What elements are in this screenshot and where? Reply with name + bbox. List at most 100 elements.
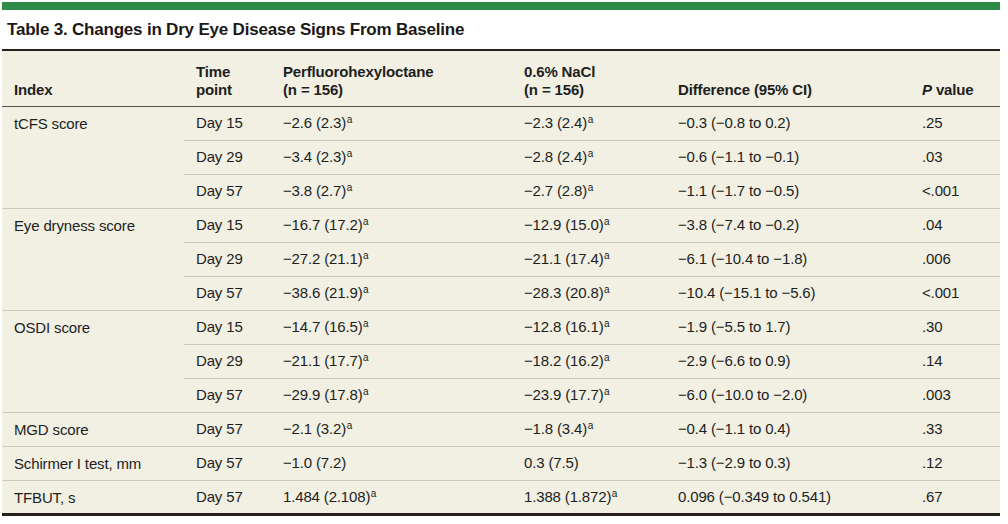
nacl-cell: −18.2 (16.2)a bbox=[512, 344, 666, 378]
diff-cell: −6.1 (−10.4 to −1.8) bbox=[666, 242, 910, 276]
index-cell: OSDI score bbox=[2, 310, 184, 412]
footnote-marker: a bbox=[604, 216, 609, 227]
index-cell: Schirmer I test, mm bbox=[2, 446, 184, 480]
time-cell: Day 29 bbox=[184, 344, 271, 378]
time-cell: Day 15 bbox=[184, 106, 271, 140]
footnote-marker: a bbox=[604, 284, 609, 295]
p-cell: .006 bbox=[910, 242, 1000, 276]
index-cell: tCFS score bbox=[2, 106, 184, 208]
footnote-marker: a bbox=[588, 420, 593, 431]
footnote-marker: a bbox=[347, 114, 352, 125]
index-cell: Eye dryness score bbox=[2, 208, 184, 310]
footnote-marker: a bbox=[347, 182, 352, 193]
p-cell: .12 bbox=[910, 446, 1000, 480]
pfh-cell: −2.1 (3.2)a bbox=[271, 412, 512, 446]
header-row: Index Time point Perfluorohexyloctane (n… bbox=[2, 50, 1000, 106]
footnote-marker: a bbox=[588, 114, 593, 125]
header-p-value: P value bbox=[910, 50, 1000, 106]
index-cell: MGD score bbox=[2, 412, 184, 446]
footnote-marker: a bbox=[604, 352, 609, 363]
diff-cell: −2.9 (−6.6 to 0.9) bbox=[666, 344, 910, 378]
diff-cell: −10.4 (−15.1 to −5.6) bbox=[666, 276, 910, 310]
p-cell: .67 bbox=[910, 480, 1000, 514]
header-line: 0.6% NaCl bbox=[524, 63, 664, 81]
nacl-cell: −1.8 (3.4)a bbox=[512, 412, 666, 446]
table-row: TFBUT, sDay 571.484 (2.108)a1.388 (1.872… bbox=[2, 480, 1000, 514]
diff-cell: −0.6 (−1.1 to −0.1) bbox=[666, 140, 910, 174]
table-row: Eye dryness scoreDay 15−16.7 (17.2)a−12.… bbox=[2, 208, 1000, 242]
diff-cell: −0.4 (−1.1 to 0.4) bbox=[666, 412, 910, 446]
pfh-cell: 1.484 (2.108)a bbox=[271, 480, 512, 514]
footnote-marker: a bbox=[347, 148, 352, 159]
pfh-cell: −16.7 (17.2)a bbox=[271, 208, 512, 242]
pfh-cell: −1.0 (7.2) bbox=[271, 446, 512, 480]
accent-bar bbox=[2, 2, 1000, 10]
nacl-cell: −12.9 (15.0)a bbox=[512, 208, 666, 242]
footnote-marker: a bbox=[363, 352, 368, 363]
nacl-cell: −2.8 (2.4)a bbox=[512, 140, 666, 174]
diff-cell: −3.8 (−7.4 to −0.2) bbox=[666, 208, 910, 242]
p-cell: .04 bbox=[910, 208, 1000, 242]
footnote-marker: a bbox=[604, 386, 609, 397]
time-cell: Day 57 bbox=[184, 480, 271, 514]
header-nacl: 0.6% NaCl (n = 156) bbox=[512, 50, 666, 106]
diff-cell: −1.1 (−1.7 to −0.5) bbox=[666, 174, 910, 208]
pfh-cell: −27.2 (21.1)a bbox=[271, 242, 512, 276]
p-cell: .30 bbox=[910, 310, 1000, 344]
table-row: tCFS scoreDay 15−2.6 (2.3)a−2.3 (2.4)a−0… bbox=[2, 106, 1000, 140]
data-table: Index Time point Perfluorohexyloctane (n… bbox=[2, 49, 1000, 516]
time-cell: Day 15 bbox=[184, 310, 271, 344]
footnote-marker: a bbox=[347, 420, 352, 431]
header-line: Perfluorohexyloctane bbox=[283, 63, 510, 81]
footnote-marker: a bbox=[363, 318, 368, 329]
table-title: Table 3. Changes in Dry Eye Disease Sign… bbox=[2, 10, 1000, 49]
p-value-rest: value bbox=[932, 81, 974, 98]
header-line: (n = 156) bbox=[283, 81, 510, 99]
time-cell: Day 57 bbox=[184, 446, 271, 480]
footnote-marker: a bbox=[612, 488, 617, 499]
diff-cell: −0.3 (−0.8 to 0.2) bbox=[666, 106, 910, 140]
header-time-point: Time point bbox=[184, 50, 271, 106]
p-cell: .33 bbox=[910, 412, 1000, 446]
time-cell: Day 15 bbox=[184, 208, 271, 242]
footnote-marker: a bbox=[363, 284, 368, 295]
diff-cell: −1.9 (−5.5 to 1.7) bbox=[666, 310, 910, 344]
diff-cell: 0.096 (−0.349 to 0.541) bbox=[666, 480, 910, 514]
header-line: point bbox=[196, 81, 269, 99]
header-index: Index bbox=[2, 50, 184, 106]
footnote-marker: a bbox=[588, 182, 593, 193]
nacl-cell: 1.388 (1.872)a bbox=[512, 480, 666, 514]
nacl-cell: 0.3 (7.5) bbox=[512, 446, 666, 480]
diff-cell: −6.0 (−10.0 to −2.0) bbox=[666, 378, 910, 412]
nacl-cell: −2.3 (2.4)a bbox=[512, 106, 666, 140]
header-perfluorohexyloctane: Perfluorohexyloctane (n = 156) bbox=[271, 50, 512, 106]
table-row: Schirmer I test, mmDay 57−1.0 (7.2)0.3 (… bbox=[2, 446, 1000, 480]
header-line: Time bbox=[196, 63, 269, 81]
pfh-cell: −3.8 (2.7)a bbox=[271, 174, 512, 208]
p-value-italic: P bbox=[922, 81, 932, 98]
nacl-cell: −2.7 (2.8)a bbox=[512, 174, 666, 208]
footnote-marker: a bbox=[588, 148, 593, 159]
p-cell: .25 bbox=[910, 106, 1000, 140]
footnote-marker: a bbox=[363, 386, 368, 397]
pfh-cell: −29.9 (17.8)a bbox=[271, 378, 512, 412]
pfh-cell: −3.4 (2.3)a bbox=[271, 140, 512, 174]
p-cell: .003 bbox=[910, 378, 1000, 412]
p-cell: .14 bbox=[910, 344, 1000, 378]
header-line: (n = 156) bbox=[524, 81, 664, 99]
time-cell: Day 57 bbox=[184, 412, 271, 446]
footnote-marker: a bbox=[363, 216, 368, 227]
nacl-cell: −28.3 (20.8)a bbox=[512, 276, 666, 310]
p-cell: .03 bbox=[910, 140, 1000, 174]
pfh-cell: −2.6 (2.3)a bbox=[271, 106, 512, 140]
header-difference: Difference (95% CI) bbox=[666, 50, 910, 106]
time-cell: Day 57 bbox=[184, 378, 271, 412]
nacl-cell: −21.1 (17.4)a bbox=[512, 242, 666, 276]
table-row: MGD scoreDay 57−2.1 (3.2)a−1.8 (3.4)a−0.… bbox=[2, 412, 1000, 446]
pfh-cell: −21.1 (17.7)a bbox=[271, 344, 512, 378]
table-header: Index Time point Perfluorohexyloctane (n… bbox=[2, 50, 1000, 106]
index-cell: TFBUT, s bbox=[2, 480, 184, 514]
time-cell: Day 57 bbox=[184, 276, 271, 310]
pfh-cell: −38.6 (21.9)a bbox=[271, 276, 512, 310]
p-cell: <.001 bbox=[910, 174, 1000, 208]
